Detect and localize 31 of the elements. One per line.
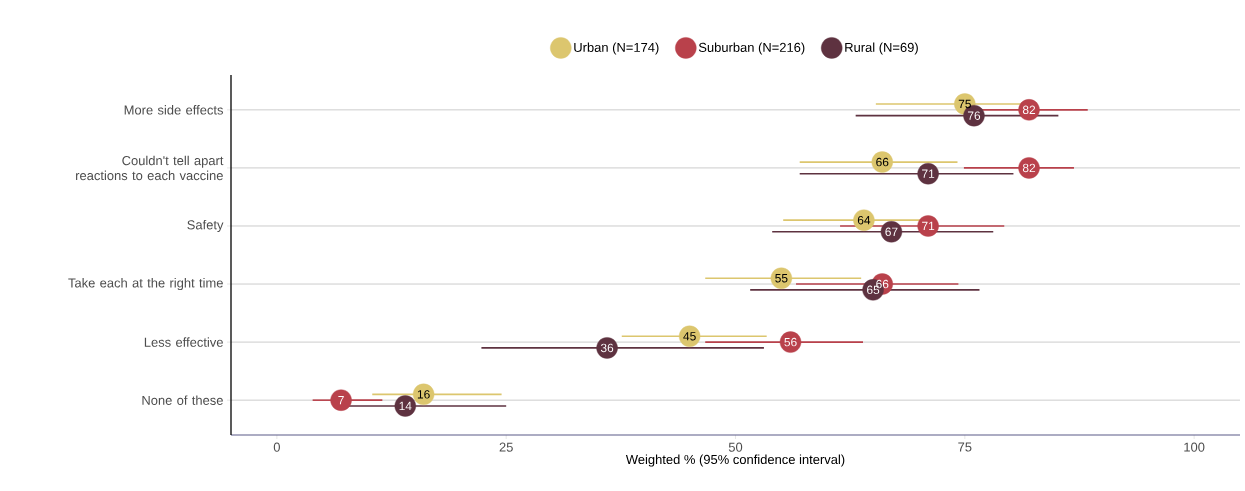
data-label: 55: [775, 274, 788, 283]
data-label: 16: [417, 390, 430, 399]
x-tick-label: 75: [958, 442, 972, 452]
data-label: 45: [683, 332, 696, 341]
x-axis-title: Weighted % (95% confidence interval): [625, 454, 845, 467]
data-label: 75: [958, 99, 971, 109]
data-label: 67: [885, 227, 898, 236]
data-label: 64: [857, 215, 871, 225]
legend-label: Rural (N=69): [845, 42, 918, 55]
x-tick-label: 100: [1184, 442, 1205, 452]
data-label: 82: [1022, 163, 1036, 173]
data-label: 71: [922, 221, 935, 231]
x-tick-label: 0: [273, 442, 280, 452]
y-tick-label: Less effective: [144, 337, 223, 347]
data-label: 36: [600, 343, 614, 353]
data-label: 66: [876, 157, 889, 167]
data-label: 71: [922, 169, 935, 178]
y-tick-label: None of these: [142, 395, 223, 405]
y-tick-label: Couldn't tell apart reactions to each vaccine: [76, 155, 224, 181]
data-label: 82: [1022, 105, 1036, 115]
data-label: 7: [338, 396, 344, 405]
x-tick-label: 25: [499, 442, 513, 452]
data-label: 56: [784, 337, 797, 347]
x-tick-label: 50: [728, 442, 743, 452]
y-tick-label: Safety: [187, 219, 224, 232]
legend-label: Suburban (N=216): [698, 42, 805, 55]
y-tick-label: More side effects: [124, 105, 224, 115]
data-label: 14: [399, 401, 412, 411]
legend-label: Urban (N=174): [574, 42, 659, 55]
data-label: 76: [967, 111, 981, 120]
y-tick-label: Take each at the right time: [68, 278, 223, 291]
